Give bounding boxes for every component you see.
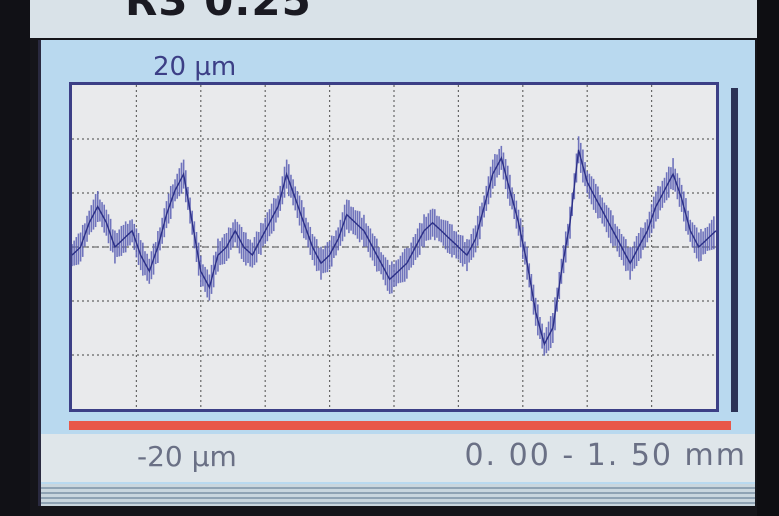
plot-frame	[69, 82, 719, 412]
roughness-readout: R3 0.25	[125, 0, 312, 25]
profile-chart	[72, 85, 716, 409]
scrollbar[interactable]	[731, 88, 738, 412]
profile-panel: 20 µm -20 µm 0. 00 - 1. 50 mm	[38, 40, 755, 506]
y-min-label: -20 µm	[137, 440, 237, 473]
bottom-lines	[41, 484, 755, 506]
measurement-range-bar	[69, 421, 731, 430]
footer-row: -20 µm 0. 00 - 1. 50 mm	[41, 434, 755, 482]
top-readout-strip: R3 0.25	[30, 0, 757, 38]
y-max-label: 20 µm	[153, 52, 237, 82]
x-range-label: 0. 00 - 1. 50 mm	[464, 438, 747, 473]
right-bezel	[757, 0, 779, 516]
left-bezel	[0, 0, 30, 516]
profile-trace	[72, 149, 716, 347]
